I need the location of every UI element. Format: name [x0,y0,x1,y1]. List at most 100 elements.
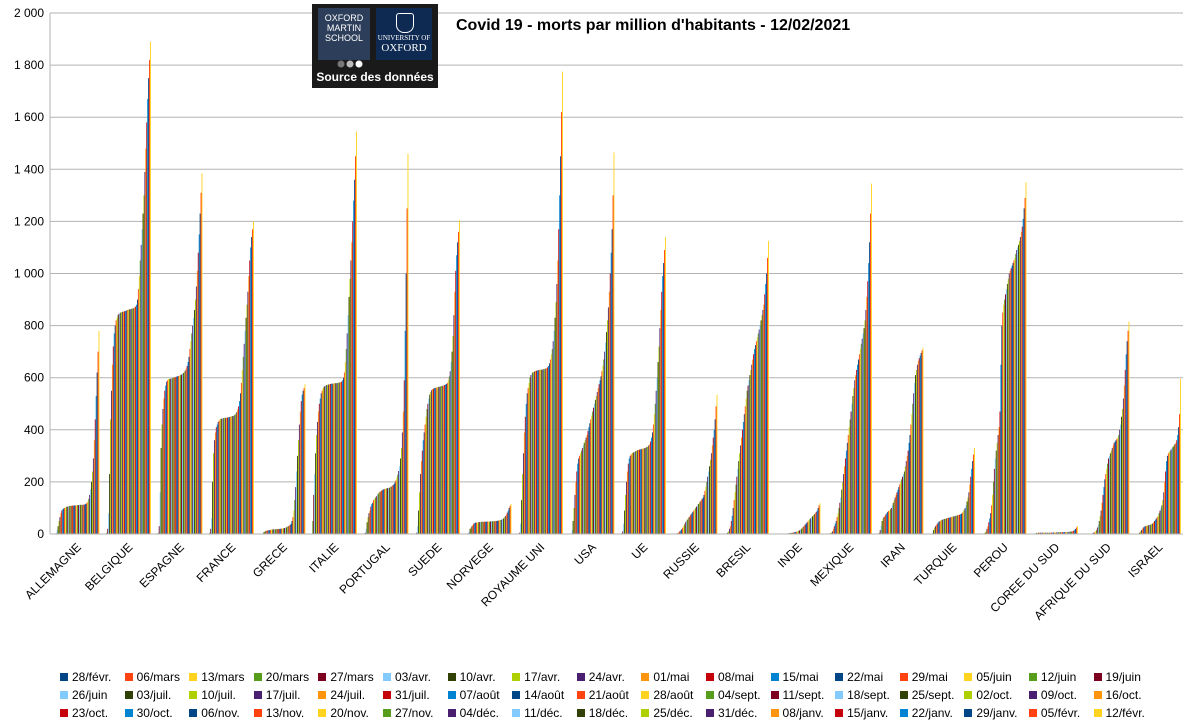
x-tick-label: NORVEGE [444,540,496,592]
bar [1057,532,1059,534]
bar [91,481,93,534]
bar [381,490,383,534]
bar [998,427,1000,534]
bar [920,352,922,534]
bar [1005,294,1006,534]
university-of-oxford-mark: UNIVERSITY OF OXFORD [376,8,432,60]
bar [354,179,356,534]
bar [634,451,636,534]
bar [388,487,390,534]
bar [834,523,836,534]
bar [292,517,294,534]
legend-label: 23/oct. [72,706,109,720]
bar [606,332,608,534]
bar [399,466,401,534]
bar [1071,531,1073,534]
bar [264,531,266,534]
bar [1110,450,1112,534]
y-tick-label: 600 [24,371,44,385]
bar [138,276,140,534]
bar [476,522,478,534]
bar [768,240,769,534]
legend-item: 17/avr. [512,670,577,684]
bar [1060,532,1062,534]
bar [223,418,225,534]
legend-item: 29/janv. [964,706,1029,720]
bar [1150,524,1152,534]
bar [385,488,387,534]
bar [507,510,509,534]
bar [1010,268,1012,534]
bar [136,304,138,534]
bar [488,521,490,534]
bar [1001,325,1003,534]
bar [715,406,717,534]
bar [79,504,81,534]
legend-label: 29/mai [911,670,948,684]
bar [987,526,989,534]
bar [633,452,635,534]
legend-swatch [835,673,844,681]
bar [66,506,67,534]
bar [56,530,58,534]
bar [402,411,404,534]
bar [940,520,942,534]
bar [339,382,341,534]
bar [542,369,544,534]
bar [164,390,166,534]
legend-swatch [576,709,585,717]
bar [747,385,749,534]
bar [1161,505,1163,534]
bar [640,449,642,534]
bar [800,529,801,534]
bar [642,448,644,534]
bar [492,521,494,534]
bar [285,527,287,534]
bar [1106,468,1108,535]
bar [356,131,357,534]
bar [848,427,850,534]
bar [629,455,631,534]
bar [553,330,555,534]
bar [418,510,420,534]
bar [897,489,899,534]
bar [1147,525,1149,534]
bar [1050,532,1051,534]
bar [546,368,548,534]
bar [1067,531,1069,534]
bar [119,313,121,534]
legend-label: 19/juin [1105,670,1141,684]
bar [158,526,160,534]
bar [921,350,923,534]
bar [114,325,116,534]
bar [473,523,475,534]
bar [878,532,880,534]
bar [1126,341,1128,534]
bar [740,445,742,534]
bar [392,485,394,534]
bar [468,531,470,534]
bar [394,482,396,534]
bar [457,242,459,535]
bar [1051,532,1052,534]
bar [589,423,591,534]
bar [961,512,963,534]
legend-item: 10/juil. [189,688,254,702]
bar [58,520,60,534]
bar [661,291,663,534]
bar [728,531,729,534]
bar [228,417,230,534]
x-tick-label: GRECE [250,540,290,580]
bar [446,383,447,534]
bar [965,505,967,534]
bar [937,522,939,534]
bar [285,527,286,534]
oxford-martin-logo: OXFORD MARTIN SCHOOL UNIVERSITY OF OXFOR… [312,4,438,88]
legend-swatch [1028,709,1037,717]
bar [1052,532,1054,534]
bar [969,484,971,534]
bar [916,364,918,534]
bar [423,432,425,534]
bar [1040,532,1042,534]
legend-label: 22/mai [847,670,884,684]
